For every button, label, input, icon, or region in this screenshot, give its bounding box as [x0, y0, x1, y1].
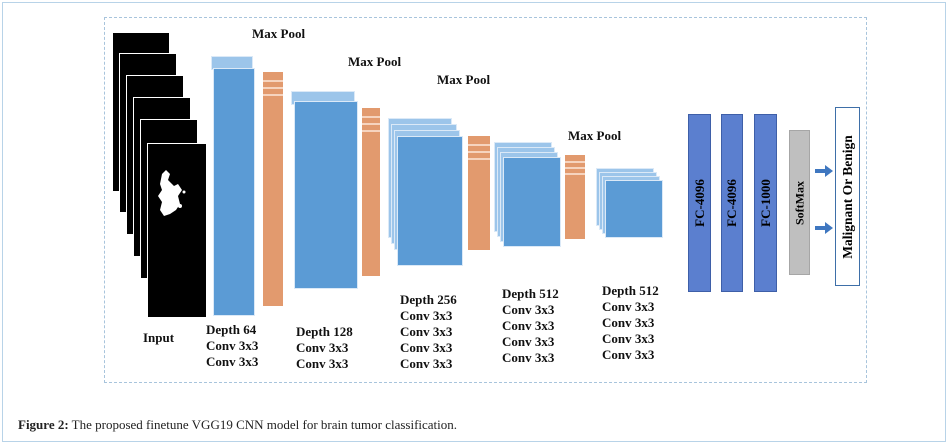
stage4-conv-2: Conv 3x3	[502, 318, 555, 333]
stage2-conv-1: Conv 3x3	[296, 340, 349, 355]
fc-layer-2: FC-4096	[721, 114, 743, 292]
input-label: Input	[143, 330, 175, 345]
stage3-conv-1: Conv 3x3	[400, 308, 453, 323]
pool-layer-4	[565, 155, 585, 239]
conv-layer-5d	[605, 180, 663, 238]
conv-layer-4d	[503, 157, 561, 247]
caption-text: The proposed finetune VGG19 CNN model fo…	[68, 417, 458, 432]
maxpool-label-1: Max Pool	[252, 26, 306, 41]
mri-slice	[147, 143, 207, 318]
fc-layer-1: FC-4096	[688, 114, 711, 292]
output-arrows	[815, 165, 833, 234]
maxpool-label-3: Max Pool	[437, 72, 491, 87]
stage5-conv-3: Conv 3x3	[602, 331, 655, 346]
stage3-depth: Depth 256	[400, 292, 457, 307]
maxpool-label-2: Max Pool	[348, 54, 402, 69]
pool-layer-1	[263, 72, 283, 306]
stage1-depth: Depth 64	[206, 322, 257, 337]
figure-frame	[2, 2, 946, 442]
diagram-area	[104, 17, 867, 383]
arrow-right-icon-2	[815, 222, 833, 234]
fc-layer-3-label: FC-1000	[757, 179, 773, 227]
stage4-conv-4: Conv 3x3	[502, 350, 555, 365]
stage5-conv-2: Conv 3x3	[602, 315, 655, 330]
stage3-conv-2: Conv 3x3	[400, 324, 453, 339]
conv-layer-3d	[397, 136, 463, 266]
fc-layer-2-label: FC-4096	[724, 179, 739, 227]
fc-layer-3: FC-1000	[754, 114, 777, 292]
conv-layer-1b	[213, 68, 255, 316]
arrow-right-icon-1	[815, 165, 833, 177]
pool-layer-3	[468, 136, 490, 250]
stage4-depth: Depth 512	[502, 286, 559, 301]
stage4-conv-1: Conv 3x3	[502, 302, 555, 317]
figure-caption: Figure 2: The proposed finetune VGG19 CN…	[18, 417, 457, 433]
stage5-conv-4: Conv 3x3	[602, 347, 655, 362]
stage2-conv-2: Conv 3x3	[296, 356, 349, 371]
tumor-mask-shape	[158, 170, 186, 216]
softmax-label: SoftMax	[792, 180, 806, 225]
conv-layer-2b	[294, 101, 358, 289]
caption-prefix: Figure 2:	[18, 417, 69, 432]
stage1-conv-2: Conv 3x3	[206, 354, 259, 369]
stage1-conv-1: Conv 3x3	[206, 338, 259, 353]
output-box: Malignant Or Benign	[835, 107, 860, 286]
stage5-depth: Depth 512	[602, 283, 659, 298]
stage3-conv-4: Conv 3x3	[400, 356, 453, 371]
stage5-conv-1: Conv 3x3	[602, 299, 655, 314]
softmax-layer: SoftMax	[789, 130, 810, 275]
maxpool-label-4: Max Pool	[568, 128, 622, 143]
stage4-conv-3: Conv 3x3	[502, 334, 555, 349]
pool-layer-2	[362, 108, 380, 276]
stage2-depth: Depth 128	[296, 324, 353, 339]
stage3-conv-3: Conv 3x3	[400, 340, 453, 355]
fc-layer-1-label: FC-4096	[691, 179, 707, 227]
output-label: Malignant Or Benign	[839, 134, 855, 259]
